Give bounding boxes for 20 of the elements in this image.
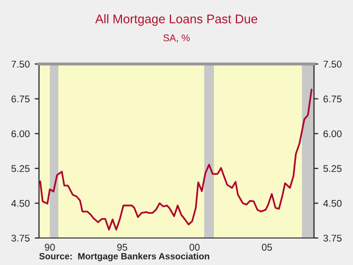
- y2-tick-label: 7.50: [324, 60, 342, 68]
- y2-tick-label: 6.00: [324, 130, 342, 138]
- y-tick-label: 3.75: [11, 234, 30, 242]
- source-note: Source: Mortgage Bankers Association: [39, 252, 210, 262]
- x-tick-label: 05: [262, 244, 272, 251]
- y-tick-label: 7.50: [12, 60, 30, 68]
- y2-tick-label: 4.50: [323, 200, 342, 207]
- x-tick-label: 90: [44, 244, 55, 251]
- y-tick-label: 4.50: [11, 200, 30, 207]
- y-tick-label: 6.00: [12, 130, 30, 138]
- y-tick-label: 5.25: [11, 165, 30, 172]
- y-tick-label: 6.75: [12, 96, 30, 102]
- x-tick-label: 00: [190, 244, 200, 251]
- chart-subtitle: SA, %: [163, 34, 190, 42]
- line-series: [39, 88, 312, 230]
- y2-tick-label: 6.75: [324, 96, 342, 102]
- chart-title: All Mortgage Loans Past Due: [95, 14, 258, 26]
- y2-tick-label: 5.25: [323, 165, 342, 172]
- y2-tick-label: 3.75: [323, 234, 342, 242]
- x-tick-label: 95: [117, 244, 128, 251]
